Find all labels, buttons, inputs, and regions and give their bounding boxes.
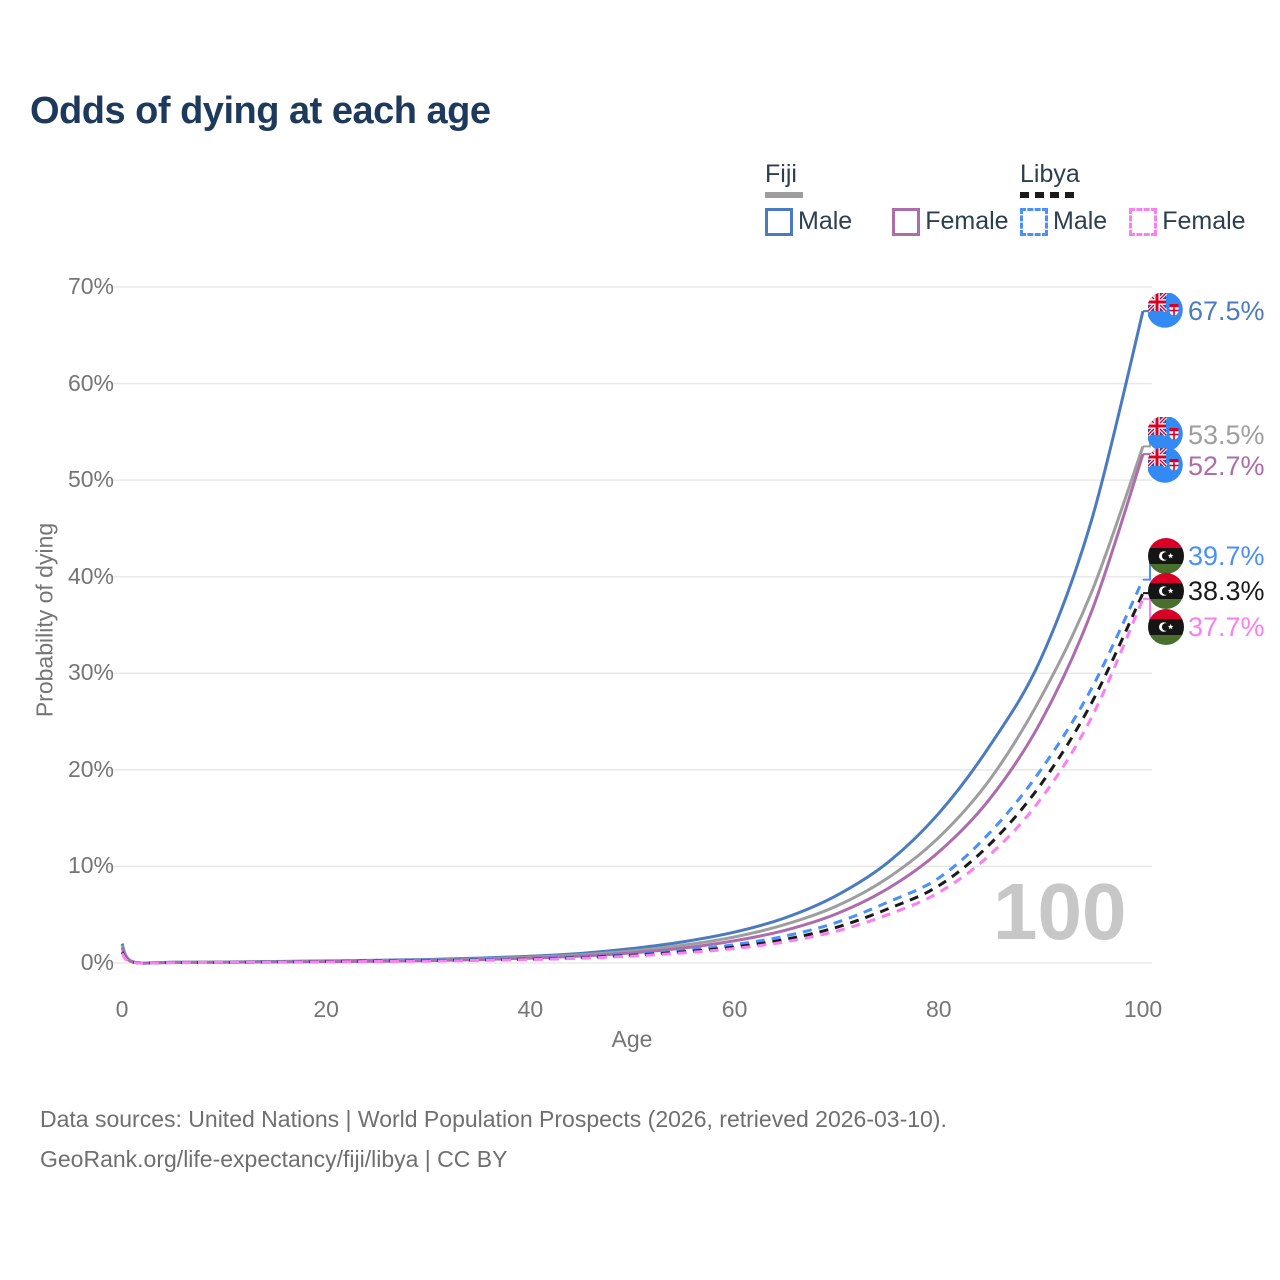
legend-item-fiji-female[interactable]: Female bbox=[892, 207, 1009, 236]
x-tick-0: 0 bbox=[115, 996, 129, 1022]
legend-label: Female bbox=[925, 207, 1009, 235]
series-line-fiji-both-sexes bbox=[120, 445, 1145, 965]
end-label-fiji-male: 67.5% bbox=[1148, 293, 1265, 329]
libya-male-swatch-icon bbox=[1020, 207, 1048, 236]
end-label-libya-male: 39.7% bbox=[1148, 538, 1265, 574]
fiji-flag-icon bbox=[1148, 417, 1184, 453]
data-sources-text: Data sources: United Nations | World Pop… bbox=[40, 1106, 947, 1132]
libya-flag-icon bbox=[1148, 573, 1184, 609]
libya-flag bbox=[1148, 573, 1184, 609]
fiji-flag bbox=[1148, 293, 1184, 329]
legend-label: Female bbox=[1162, 207, 1246, 235]
legend-items-libya: Male Female bbox=[1020, 207, 1246, 236]
legend-country-fiji: Fiji bbox=[765, 160, 797, 188]
fiji-flag bbox=[1148, 417, 1184, 453]
series-line-fiji-male bbox=[120, 310, 1145, 965]
end-label-value: 39.7% bbox=[1188, 540, 1265, 571]
libya-flag-icon bbox=[1148, 609, 1184, 645]
legend-item-fiji-male[interactable]: Male bbox=[765, 207, 852, 236]
libya-flag-icon bbox=[1148, 538, 1184, 574]
fiji-flag bbox=[1148, 448, 1184, 484]
libya-female-swatch-icon bbox=[1129, 207, 1158, 236]
fiji-line-style-sample bbox=[765, 192, 803, 198]
legend-group-libya: Libya Male Female bbox=[1020, 160, 1246, 236]
series-line-libya-male bbox=[120, 578, 1145, 965]
end-label-libya-both-sexes: 38.3% bbox=[1148, 573, 1265, 609]
end-label-value: 38.3% bbox=[1188, 575, 1265, 606]
legend-label: Male bbox=[798, 207, 853, 235]
y-tick-10pct: 10% bbox=[67, 852, 114, 879]
x-tick-60: 60 bbox=[721, 996, 748, 1022]
y-tick-70pct: 70% bbox=[67, 273, 114, 299]
legend-country-libya: Libya bbox=[1020, 160, 1080, 188]
fiji-flag-icon bbox=[1148, 293, 1184, 329]
end-label-value: 37.7% bbox=[1188, 611, 1265, 642]
libya-line-style-sample bbox=[1020, 192, 1076, 198]
end-label-value: 52.7% bbox=[1188, 450, 1265, 481]
end-label-value: 67.5% bbox=[1188, 295, 1265, 326]
page-title: Odds of dying at each age bbox=[30, 90, 491, 132]
fiji-male-swatch-icon bbox=[765, 207, 793, 236]
end-label-libya-female: 37.7% bbox=[1148, 609, 1265, 645]
y-tick-20pct: 20% bbox=[67, 755, 114, 782]
libya-flag bbox=[1148, 538, 1184, 574]
y-axis-title: Probability of dying bbox=[31, 522, 58, 718]
x-tick-20: 20 bbox=[313, 996, 339, 1022]
y-tick-30pct: 30% bbox=[67, 659, 114, 686]
libya-flag bbox=[1148, 609, 1184, 645]
fiji-flag-icon bbox=[1148, 448, 1184, 484]
y-tick-0pct: 0% bbox=[80, 949, 114, 975]
x-tick-80: 80 bbox=[926, 996, 952, 1022]
end-label-fiji-both-sexes: 53.5% bbox=[1148, 417, 1265, 453]
legend-item-libya-male[interactable]: Male bbox=[1020, 207, 1107, 236]
y-tick-50pct: 50% bbox=[67, 466, 114, 493]
attribution-text: GeoRank.org/life-expectancy/fiji/libya |… bbox=[40, 1146, 508, 1172]
x-tick-40: 40 bbox=[517, 996, 544, 1022]
y-tick-40pct: 40% bbox=[67, 562, 114, 589]
y-tick-60pct: 60% bbox=[67, 369, 114, 396]
end-label-fiji-female: 52.7% bbox=[1148, 448, 1265, 484]
fiji-female-swatch-icon bbox=[892, 207, 921, 236]
x-tick-100: 100 bbox=[1123, 996, 1163, 1022]
legend-label: Male bbox=[1053, 207, 1108, 235]
series-line-libya-both-sexes bbox=[120, 592, 1145, 965]
legend-item-libya-female[interactable]: Female bbox=[1129, 207, 1246, 236]
end-label-value: 53.5% bbox=[1188, 419, 1265, 450]
age-watermark: 100 bbox=[993, 867, 1127, 956]
legend-items-fiji: Male Female bbox=[765, 207, 1009, 236]
x-axis-title: Age bbox=[611, 1026, 653, 1052]
legend-group-fiji: Fiji Male Female bbox=[765, 160, 1009, 236]
series-line-fiji-female bbox=[120, 453, 1145, 965]
